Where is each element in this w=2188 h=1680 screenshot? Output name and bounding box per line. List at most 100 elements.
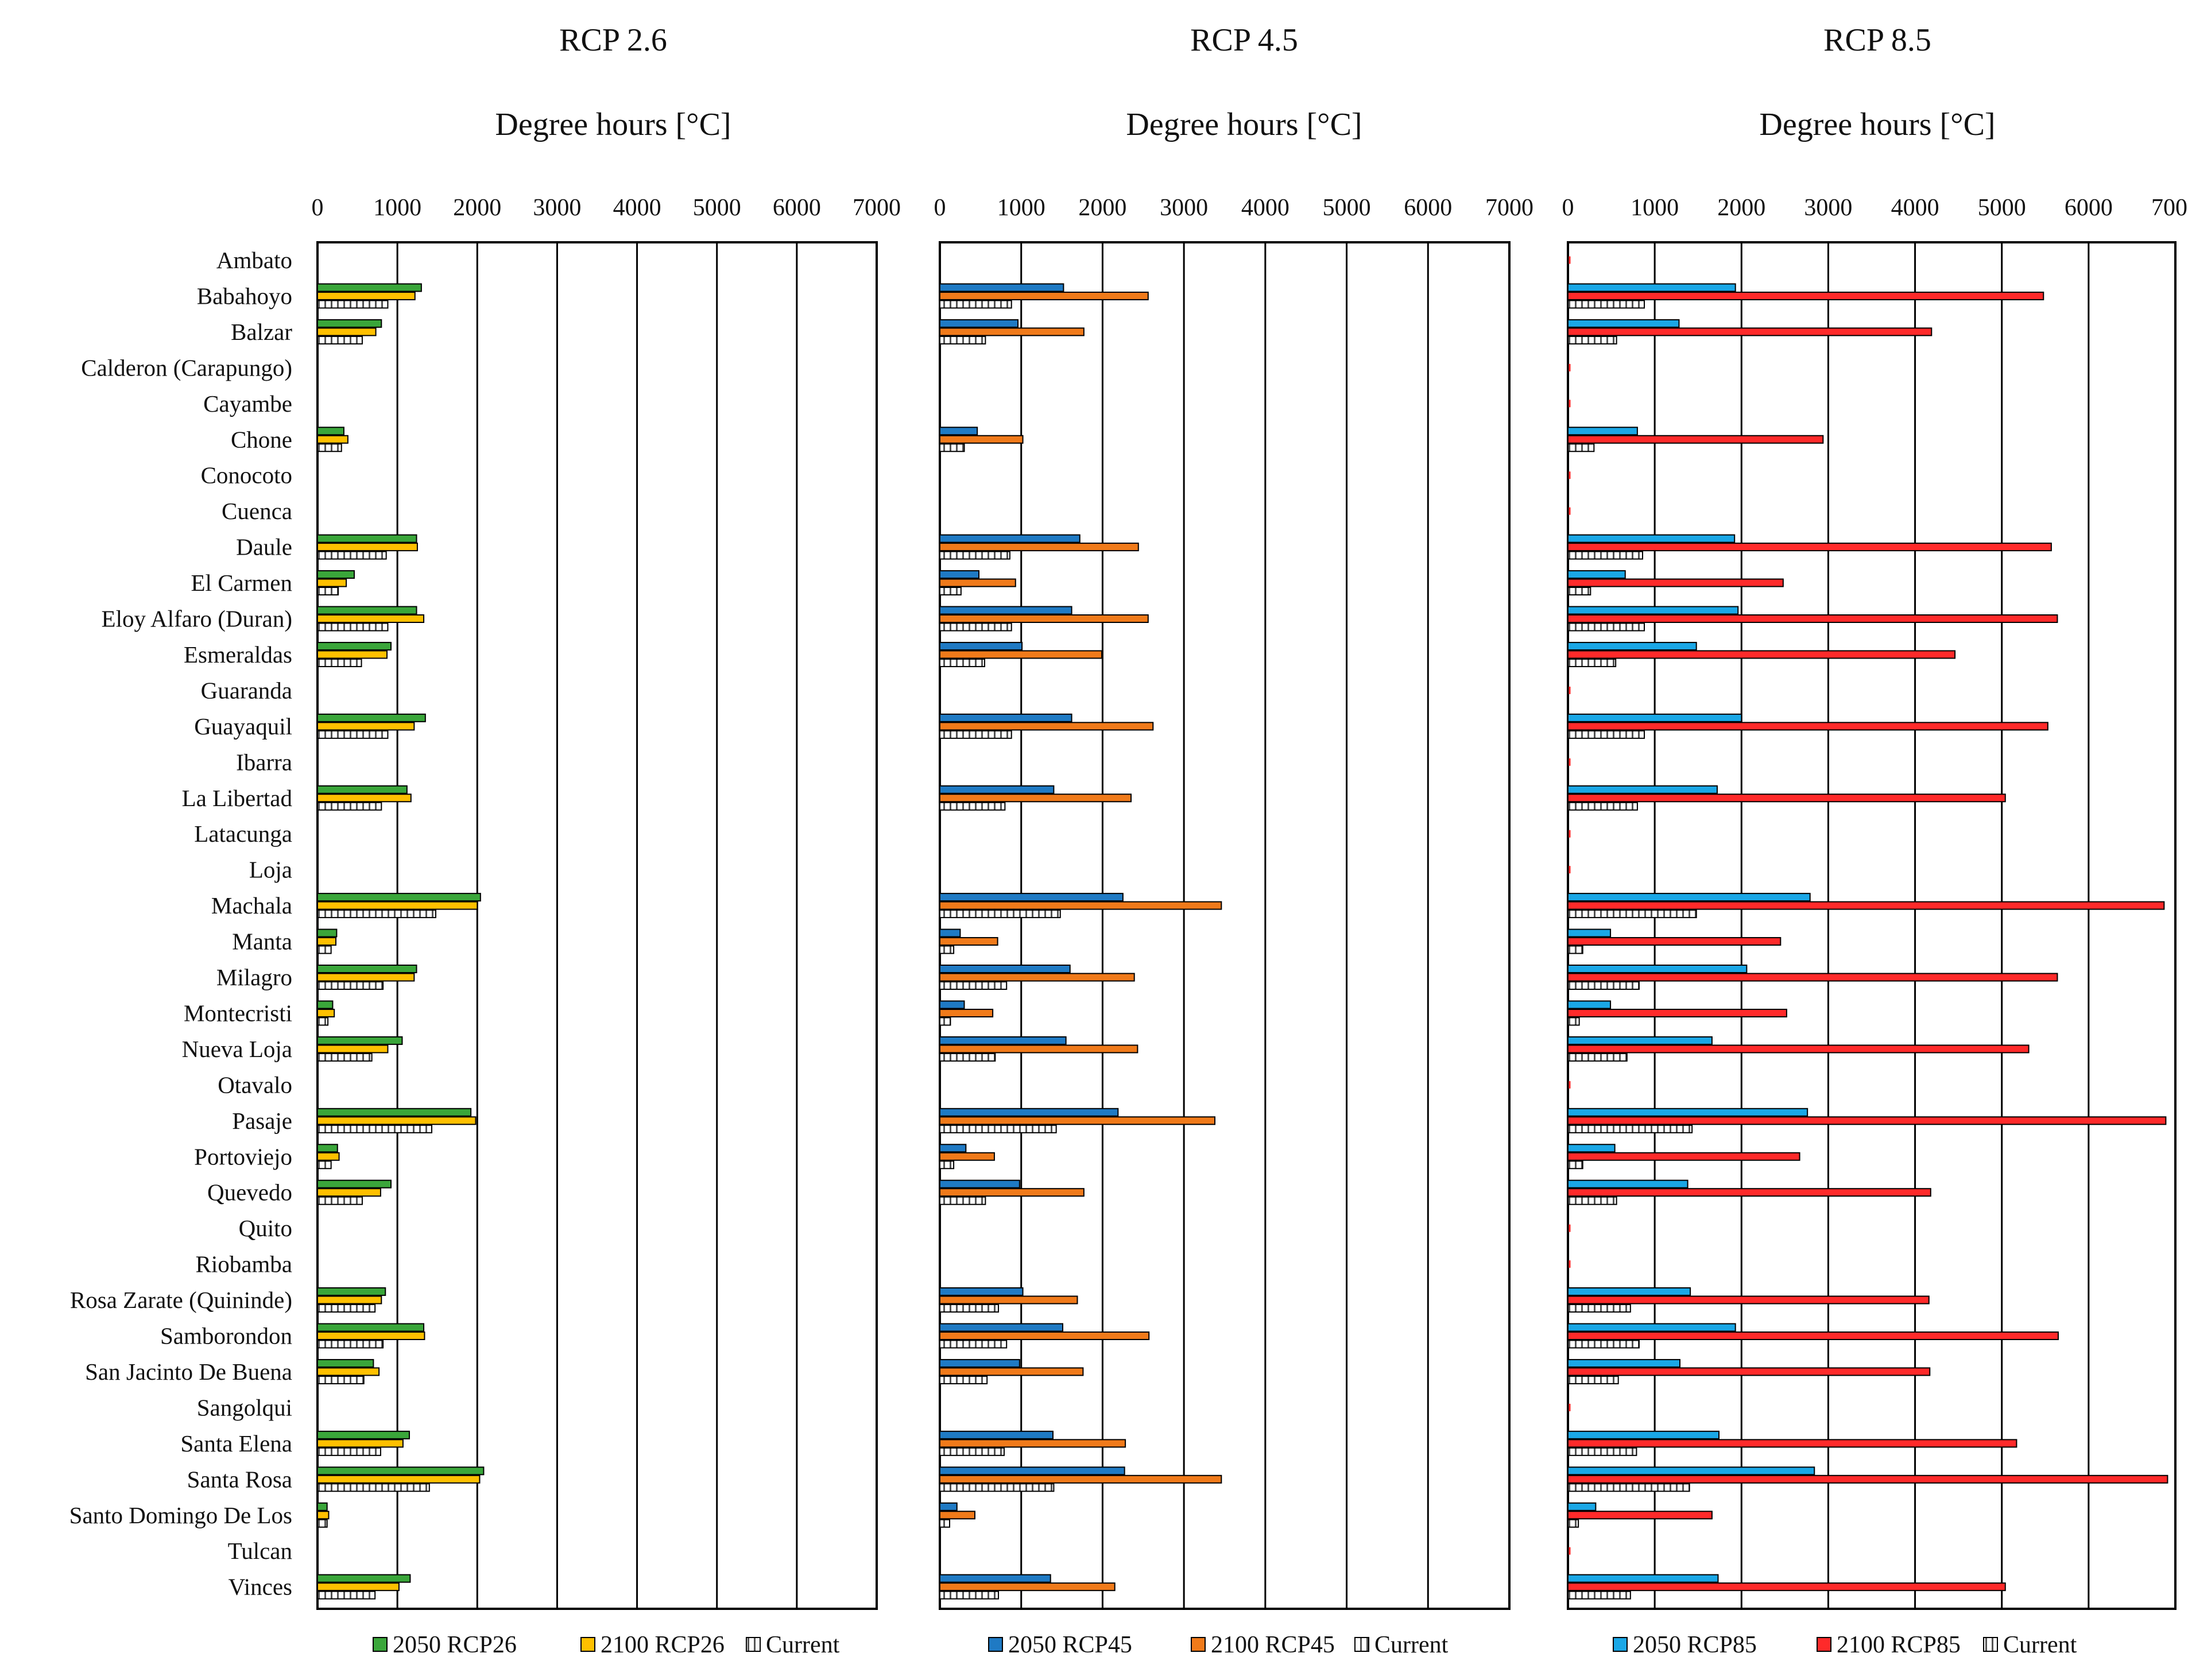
x-tick-label: 2000 <box>453 195 501 221</box>
bar-current <box>939 1340 1008 1349</box>
panel-title: RCP 8.5 <box>1823 22 1931 58</box>
bar-2100-rcp26 <box>317 1044 389 1054</box>
bar-2100-rcp85 <box>1567 1152 1800 1161</box>
bar-current <box>317 1304 376 1313</box>
bar-current <box>317 1124 432 1133</box>
legend-label: Current <box>1374 1632 1449 1658</box>
bar-2050-rcp26 <box>317 641 392 651</box>
legend-swatch <box>373 1637 388 1652</box>
bar-2100-rcp45 <box>939 435 1024 444</box>
bar-current <box>317 658 362 667</box>
bar-current <box>939 1052 996 1062</box>
bar-2050-rcp26 <box>317 928 338 938</box>
category-label: Guaranda <box>201 677 292 703</box>
bar-2100-rcp85 <box>1567 543 2052 552</box>
bar-2050-rcp85 <box>1567 893 1811 902</box>
bar-current <box>1567 1304 1631 1313</box>
bar-current <box>939 1590 1000 1600</box>
bar-current <box>1567 945 1583 954</box>
legend-label: 2050 RCP85 <box>1633 1632 1757 1658</box>
bar-2100-rcp26 <box>317 614 425 623</box>
bar-current <box>317 622 389 632</box>
x-axis-title: Degree hours [°C] <box>495 107 731 142</box>
panels-layer: RCP 2.6 Degree hours [°C] 0 1000 2000 3000 400… <box>69 22 2188 1658</box>
bar-2100-rcp45 <box>939 1331 1150 1340</box>
bar-2050-rcp45 <box>939 319 1019 328</box>
bar-2100-rcp85 <box>1567 973 2058 982</box>
bar-2050-rcp26 <box>317 319 382 328</box>
bar-current <box>1567 622 1645 632</box>
category-label: Balzar <box>231 319 292 345</box>
legend-label: 2100 RCP45 <box>1211 1632 1335 1658</box>
bar-2050-rcp26 <box>317 1179 392 1189</box>
x-tick-label: 2000 <box>1717 195 1765 221</box>
legend-swatch <box>1817 1637 1831 1652</box>
x-tick-label: 2000 <box>1078 195 1126 221</box>
bar-2100-rcp45 <box>939 1044 1138 1054</box>
bar-2100-rcp26 <box>317 1367 380 1376</box>
bar-current <box>939 1519 951 1528</box>
bar-2050-rcp85 <box>1567 427 1638 436</box>
x-tick-label: 0 <box>1562 195 1574 221</box>
category-label: Ibarra <box>236 749 292 775</box>
bar-2100-rcp26 <box>317 578 347 587</box>
bar-2100-rcp45 <box>939 1511 975 1520</box>
bar-current <box>939 335 986 344</box>
bar-current <box>1567 1483 1690 1492</box>
bar-2050-rcp85 <box>1567 1179 1689 1189</box>
category-label: La Libertad <box>182 785 292 811</box>
bar-current <box>1567 1340 1640 1349</box>
category-label: Nueva Loja <box>182 1036 292 1062</box>
bar-2050-rcp26 <box>317 606 417 615</box>
bar-2100-rcp26 <box>317 901 478 910</box>
bar-current <box>317 443 342 452</box>
bar-2050-rcp26 <box>317 893 481 902</box>
bar-current <box>1567 909 1697 919</box>
bar-current <box>317 300 389 309</box>
bar-current <box>939 1304 1000 1313</box>
x-tick-label: 6000 <box>773 195 821 221</box>
category-label: Esmeraldas <box>184 641 292 668</box>
legend-label: 2050 RCP45 <box>1008 1632 1132 1658</box>
x-tick-label: 7000 <box>853 195 901 221</box>
x-tick-label: 5000 <box>693 195 741 221</box>
x-tick-label: 5000 <box>1978 195 2026 221</box>
bar-current <box>317 802 382 811</box>
bar-2050-rcp26 <box>317 1036 403 1045</box>
bar-2100-rcp45 <box>939 1008 994 1017</box>
bar-2100-rcp85 <box>1567 1008 1787 1017</box>
category-label: Babahoyo <box>197 282 292 309</box>
bar-current <box>317 1160 332 1170</box>
bar-current <box>1567 443 1595 452</box>
bar-2100-rcp85 <box>1567 435 1824 444</box>
bar-current <box>1567 981 1640 990</box>
bar-2100-rcp45 <box>939 937 998 946</box>
x-tick-label: 0 <box>312 195 324 221</box>
category-label: Daule <box>236 534 292 560</box>
bar-2100-rcp85 <box>1567 1439 2017 1448</box>
bar-2100-rcp45 <box>939 901 1222 910</box>
bar-current <box>1567 1017 1580 1026</box>
bar-current <box>1567 551 1643 560</box>
bar-2100-rcp26 <box>317 1511 330 1520</box>
bar-2100-rcp85 <box>1567 650 1956 659</box>
legend-swatch <box>1983 1637 1998 1652</box>
bar-2100-rcp85 <box>1567 1582 2006 1592</box>
bar-2100-rcp26 <box>317 543 418 552</box>
category-label: Pasaje <box>232 1108 292 1134</box>
bar-2050-rcp26 <box>317 713 426 722</box>
bar-current <box>317 551 387 560</box>
bar-2100-rcp26 <box>317 1152 340 1161</box>
bar-current <box>939 909 1061 919</box>
bar-current <box>939 945 955 954</box>
legend-swatch <box>1191 1637 1206 1652</box>
bar-2050-rcp85 <box>1567 570 1626 579</box>
bar-2100-rcp26 <box>317 1582 400 1592</box>
bar-2050-rcp45 <box>939 1179 1020 1189</box>
bar-2050-rcp85 <box>1567 1036 1713 1045</box>
bar-2100-rcp85 <box>1567 614 2058 623</box>
category-label: Quevedo <box>207 1179 292 1206</box>
x-tick-label: 6000 <box>1404 195 1452 221</box>
x-tick-label: 3000 <box>533 195 581 221</box>
bar-2050-rcp26 <box>317 1108 472 1117</box>
